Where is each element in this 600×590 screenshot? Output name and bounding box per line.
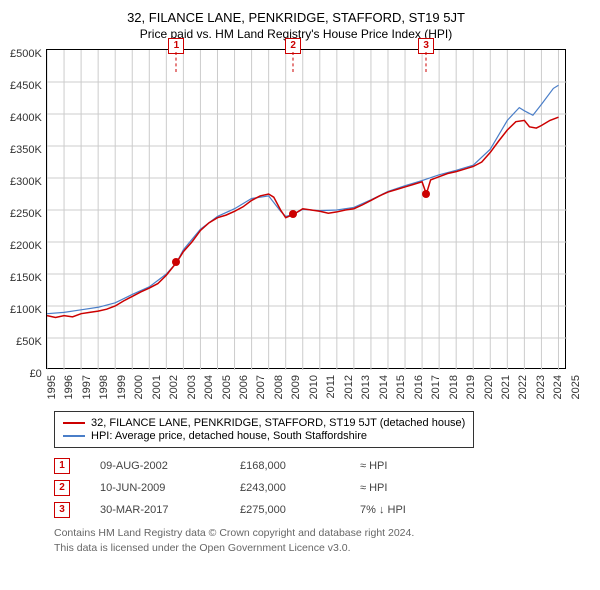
x-tick-label: 2019 — [465, 375, 477, 399]
x-tick-label: 2012 — [343, 375, 355, 399]
x-tick-label: 2010 — [308, 375, 320, 399]
x-tick-label: 2001 — [151, 375, 163, 399]
event-vs-hpi: 7% ↓ HPI — [360, 504, 406, 516]
event-date: 30-MAR-2017 — [100, 504, 210, 516]
event-date: 10-JUN-2009 — [100, 482, 210, 494]
x-tick-label: 1995 — [46, 375, 58, 399]
event-price: £243,000 — [240, 482, 330, 494]
x-tick-label: 2005 — [221, 375, 233, 399]
x-tick-label: 2007 — [255, 375, 267, 399]
event-marker-line — [293, 52, 294, 72]
event-number: 2 — [54, 480, 70, 496]
x-tick-label: 2013 — [360, 375, 372, 399]
event-row: 2 10-JUN-2009 £243,000 ≈ HPI — [54, 480, 582, 496]
x-tick-label: 2009 — [290, 375, 302, 399]
x-tick-label: 2020 — [483, 375, 495, 399]
plot-area: 123 — [46, 49, 566, 369]
x-tick-label: 2015 — [395, 375, 407, 399]
x-tick-label: 2014 — [378, 375, 390, 399]
x-tick-label: 1999 — [116, 375, 128, 399]
title-address: 32, FILANCE LANE, PENKRIDGE, STAFFORD, S… — [10, 10, 582, 25]
event-marker-line — [176, 52, 177, 72]
events-table: 1 09-AUG-2002 £168,000 ≈ HPI 2 10-JUN-2009 £24… — [54, 458, 582, 518]
titles: 32, FILANCE LANE, PENKRIDGE, STAFFORD, S… — [10, 10, 582, 41]
x-tick-label: 2004 — [203, 375, 215, 399]
x-tick-label: 1998 — [98, 375, 110, 399]
x-tick-label: 2000 — [133, 375, 145, 399]
legend: 32, FILANCE LANE, PENKRIDGE, STAFFORD, S… — [54, 411, 474, 448]
event-point — [289, 210, 297, 218]
event-point — [422, 190, 430, 198]
event-row: 1 09-AUG-2002 £168,000 ≈ HPI — [54, 458, 582, 474]
event-number: 3 — [54, 502, 70, 518]
chart-svg — [47, 50, 567, 370]
x-tick-label: 2018 — [448, 375, 460, 399]
event-price: £275,000 — [240, 504, 330, 516]
legend-label: HPI: Average price, detached house, Sout… — [91, 430, 367, 442]
x-tick-label: 2016 — [413, 375, 425, 399]
x-tick-label: 1997 — [81, 375, 93, 399]
event-date: 09-AUG-2002 — [100, 460, 210, 472]
footer-attribution: Contains HM Land Registry data © Crown c… — [54, 526, 582, 554]
event-number: 1 — [54, 458, 70, 474]
chart-container: 32, FILANCE LANE, PENKRIDGE, STAFFORD, S… — [0, 0, 600, 565]
x-tick-label: 2024 — [552, 375, 564, 399]
legend-swatch — [63, 422, 85, 424]
x-tick-label: 2021 — [500, 375, 512, 399]
x-tick-label: 2025 — [570, 375, 582, 399]
x-tick-label: 2011 — [325, 375, 337, 399]
legend-label: 32, FILANCE LANE, PENKRIDGE, STAFFORD, S… — [91, 417, 465, 429]
event-vs-hpi: ≈ HPI — [360, 460, 387, 472]
x-tick-label: 2006 — [238, 375, 250, 399]
x-tick-label: 2008 — [273, 375, 285, 399]
event-vs-hpi: ≈ HPI — [360, 482, 387, 494]
x-tick-label: 2017 — [430, 375, 442, 399]
x-axis: 1995 1996 1997 1998 1999 2000 2001 2002 2003 2004… — [46, 369, 582, 399]
plot-row: £0£50K£100K£150K£200K£250K£300K£350K£400… — [10, 49, 582, 399]
legend-swatch — [63, 435, 85, 437]
event-price: £168,000 — [240, 460, 330, 472]
y-axis: £0£50K£100K£150K£200K£250K£300K£350K£400… — [10, 49, 46, 369]
footer-line-2: This data is licensed under the Open Gov… — [54, 541, 582, 555]
x-tick-label: 2003 — [186, 375, 198, 399]
legend-item: 32, FILANCE LANE, PENKRIDGE, STAFFORD, S… — [63, 417, 465, 429]
x-tick-label: 2002 — [168, 375, 180, 399]
x-tick-label: 2023 — [535, 375, 547, 399]
x-tick-label: 1996 — [63, 375, 75, 399]
legend-item: HPI: Average price, detached house, Sout… — [63, 430, 465, 442]
footer-line-1: Contains HM Land Registry data © Crown c… — [54, 526, 582, 540]
event-point — [172, 258, 180, 266]
event-row: 3 30-MAR-2017 £275,000 7% ↓ HPI — [54, 502, 582, 518]
event-marker-line — [426, 52, 427, 72]
x-tick-label: 2022 — [517, 375, 529, 399]
